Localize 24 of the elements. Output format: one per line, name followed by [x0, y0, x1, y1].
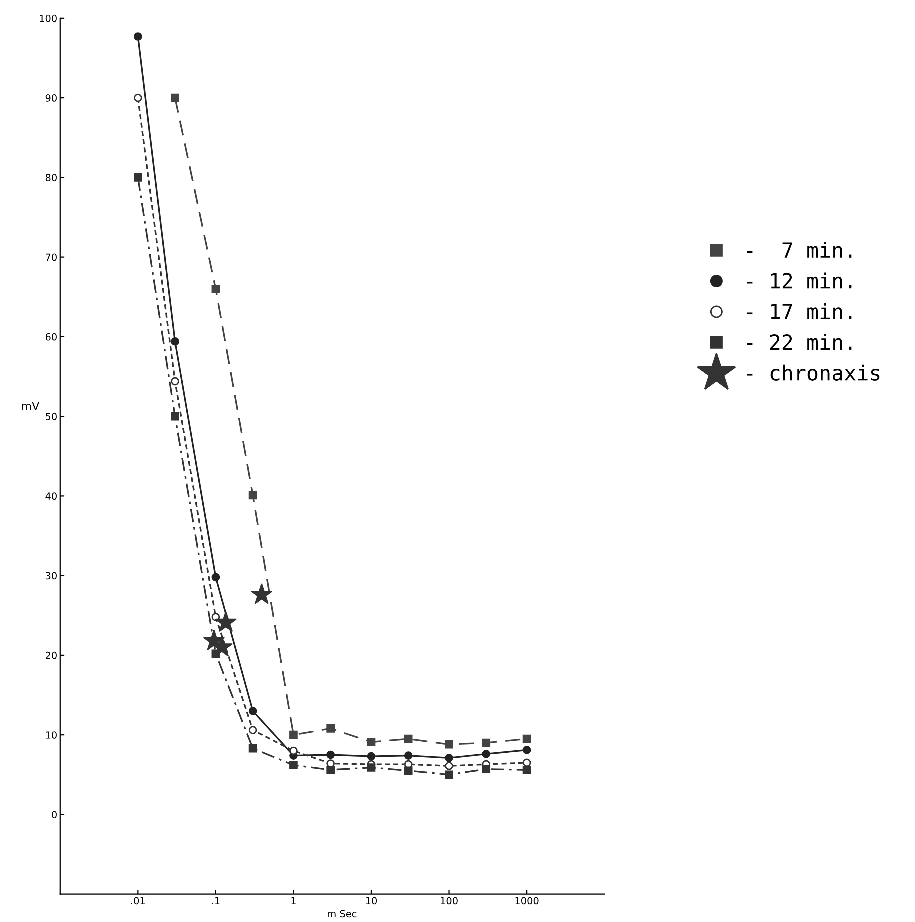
x-axis-title: m Sec	[328, 910, 357, 918]
y-tick-label: 30	[46, 572, 57, 580]
legend-label: - 17 min.	[747, 303, 852, 320]
y-tick-label: 70	[46, 254, 57, 262]
x-tick-label: 1000	[516, 897, 539, 905]
y-tick-label: 60	[46, 333, 57, 341]
y-tick-label: 100	[40, 14, 57, 22]
legend-label: - 22 min.	[747, 334, 852, 350]
y-tick-label: 20	[46, 652, 57, 660]
legend-label: - 12 min.	[747, 272, 852, 289]
y-axis-title: mV	[22, 402, 40, 410]
y-tick-label: 0	[52, 811, 57, 819]
legend-label: - chronaxis	[747, 364, 880, 381]
y-tick-label: 10	[46, 732, 57, 739]
y-tick-label: 50	[46, 413, 57, 420]
x-tick-label: .01	[131, 897, 145, 905]
x-tick-label: 10	[366, 897, 378, 905]
y-tick-label: 90	[46, 94, 57, 102]
y-tick-label: 40	[46, 492, 57, 500]
y-tick-label: 80	[46, 174, 57, 182]
x-tick-label: 100	[441, 897, 458, 905]
legend-label: - 7 min.	[747, 242, 852, 258]
x-tick-label: .1	[212, 897, 220, 905]
x-tick-label: 1	[292, 897, 296, 905]
